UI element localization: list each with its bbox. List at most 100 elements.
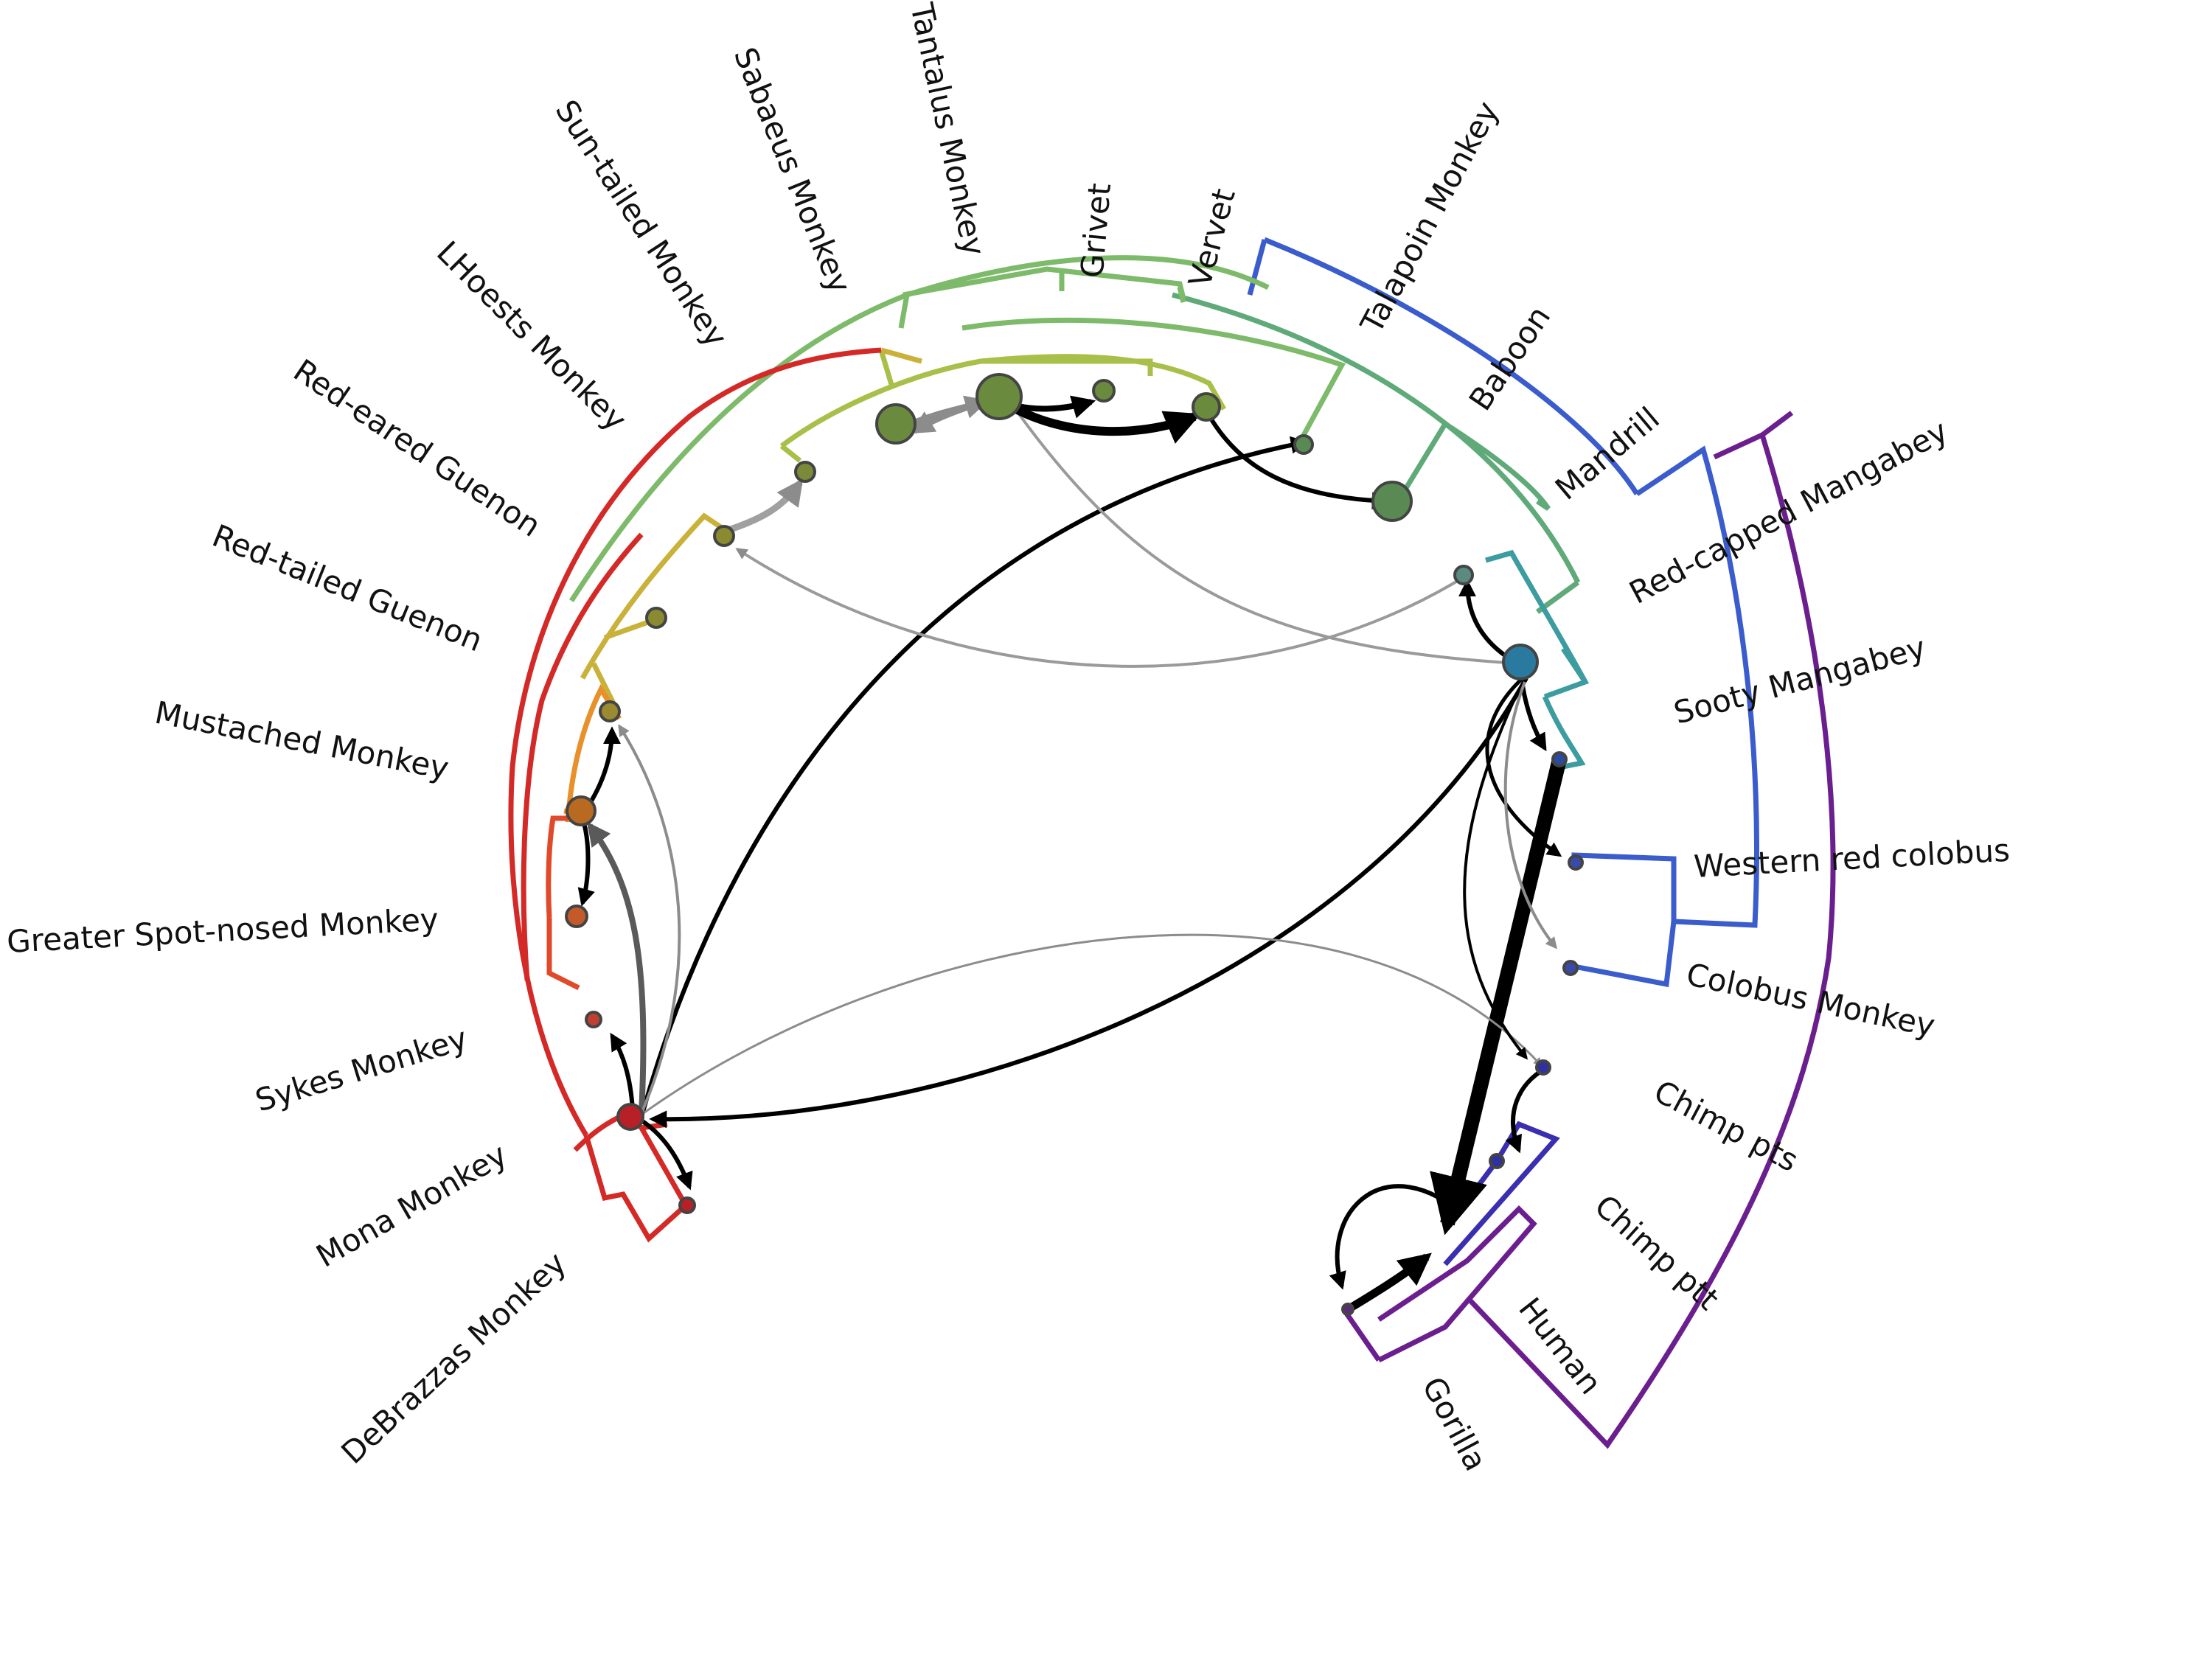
arrow-mangabey-up [1458,579,1513,662]
node-sabaeus-anc [875,403,917,445]
arrow-gray-sabaeus [725,478,804,534]
branch-ape-root [1760,411,1794,437]
branch-colobus-leaf [1570,921,1677,988]
arrow-gray-mangabey-left [735,548,1469,668]
arrow-orange-to-spotnosed [577,818,595,907]
node-redeared [645,607,667,629]
arrow-gorilla-up [1347,1252,1432,1312]
branch-mangabey [1485,549,1590,700]
label-redcapped: Red-capped Mangabey [1624,413,1954,611]
arrow-tantalus-to-vervet [1000,397,1201,444]
arrow-gray-double-back [910,403,975,434]
label-sabaeus: Sabaeus Monkey [727,42,858,298]
label-redtailed: Red-tailed Guenon [207,518,487,659]
branch-yellowgreen-3 [779,444,802,463]
tree-nodes [565,373,1584,1316]
arrow-vervet-to-baboon [1203,408,1390,510]
arrow-gray-long [641,933,1543,1116]
branch-yellowgreen-2 [981,358,1153,376]
branch-papionini-outer [1172,292,1581,584]
branch-yellow-4 [880,347,922,364]
branch-green-arc4 [1177,287,1186,303]
branch-mangabey-3 [1561,647,1587,683]
node-lhoests [713,525,735,547]
node-grivet [1092,379,1116,403]
node-redtailed [599,700,621,722]
arrow-mangabey-to-chimp [1463,689,1528,1060]
branch-gorilla-leaf [1343,1311,1381,1362]
node-chimp-pts [1535,1059,1551,1076]
label-human: Human [1512,1291,1609,1401]
branch-green-arc2 [961,317,1346,447]
label-wrc: Western red colobus [1693,832,2011,885]
node-mona [616,1103,644,1131]
branch-mangabey-2 [1542,695,1586,770]
node-mangabey-leaf [1551,751,1568,767]
connection-arrows [577,395,1567,1312]
label-colobus: Colobus Monkey [1683,956,1938,1044]
branch-yellowgreen-4 [878,349,895,389]
node-mustached [566,795,597,826]
branch-green-top [898,294,910,329]
node-wrc [1568,854,1584,871]
arrow-big-vertical [1430,757,1567,1236]
node-spotnosed [565,905,588,928]
branch-colobus-clade [1571,852,1677,921]
tree-branches [508,237,1836,1449]
label-mustached: Mustached Monkey [152,694,451,787]
node-talapoin [1293,434,1314,455]
label-spotnosed: Greater Spot-nosed Monkey [6,901,439,960]
label-chimp-ptt: Chimp ptt [1587,1188,1725,1317]
label-grivet: Grivet [1074,181,1118,279]
node-baboon [1371,481,1413,522]
arrow-gorilla-loop [1329,1184,1458,1290]
leaf-labels: Tantalus Monkey Grivet Vervet Talapoin M… [6,0,2011,1477]
label-suntailed: Sun-tailed Monkey [549,94,735,354]
arrow-mona-to-sykes [610,1032,635,1110]
node-tantalus [975,373,1023,420]
label-sooty: Sooty Mangabey [1670,629,1930,731]
node-mangabey [1502,644,1539,680]
arrow-mona-to-debrazzas [640,1118,693,1191]
label-redeared: Red-eared Guenon [287,352,547,544]
arrow-mangabey-to-colobus-gray [1503,681,1558,950]
node-chimp-ptt [1489,1153,1505,1169]
branch-baboon-mandrill [1391,420,1551,511]
label-gorilla: Gorilla [1415,1371,1494,1477]
node-gorilla [1341,1303,1354,1316]
node-colobus [1562,960,1579,976]
label-chimp-pts: Chimp pts [1648,1073,1804,1180]
branch-chimp-leaf [1461,1159,1499,1208]
arrow-chimp-loop [1505,1067,1546,1154]
arrow-mangabey-down-small [1520,685,1547,752]
label-lhoests: LHoests Monkey [430,234,634,438]
branch-blue-top [1247,239,1267,296]
branch-red-mona [573,1109,689,1243]
node-debrazzas [678,1196,696,1214]
arrow-gray-mangabey-top [1009,400,1520,665]
branch-red-outer [508,347,882,1137]
node-mandrill-teal [1453,565,1474,585]
label-tantalus: Tantalus Monkey [903,0,992,259]
branch-yellow [580,512,728,680]
branch-blue-outer [1263,237,1639,495]
arrow-mona-to-spotnosed [587,821,647,1114]
node-sykes [585,1011,602,1028]
label-talapoin: Talapoin Monkey [1353,95,1506,339]
branch-blue-mangabey [1635,445,1759,928]
arrow-mona-to-mustached [618,724,681,1114]
branch-yellow-3 [591,662,619,709]
branch-gorilla-clade [1377,1205,1537,1363]
label-mona: Mona Monkey [310,1136,513,1274]
node-vervet [1192,392,1221,422]
branch-red-inner [521,532,644,981]
label-sykes: Sykes Monkey [251,1020,472,1119]
node-suntailed [794,461,816,483]
branch-green-outer [569,255,1270,602]
branch-ape-clade [1465,431,1836,1449]
arrow-mona-to-baboon [639,436,1309,1118]
arrow-mangabey-to-mona [649,677,1528,1129]
label-debrazzas: DeBrazzas Monkey [334,1245,573,1471]
